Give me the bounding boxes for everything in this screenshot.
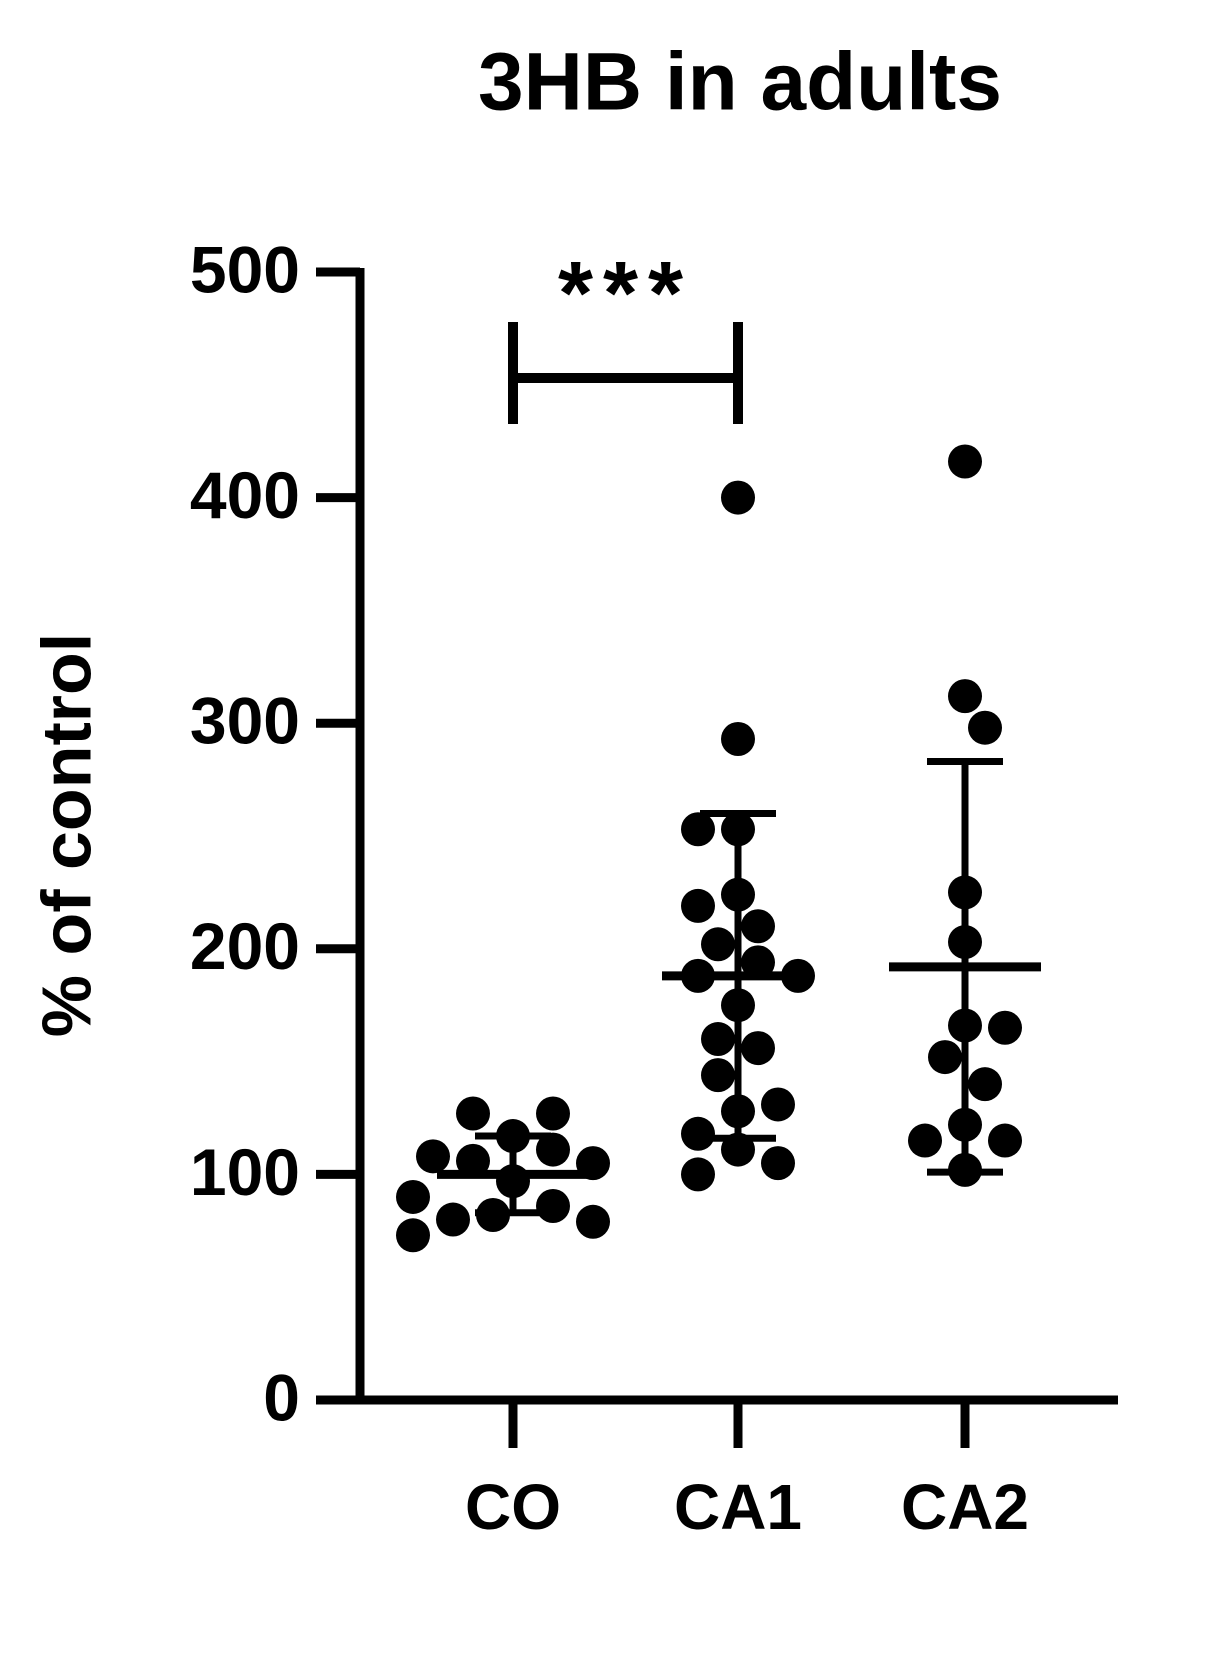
data-point (908, 1123, 942, 1158)
data-point (988, 1010, 1022, 1045)
data-point (396, 1218, 430, 1253)
y-tick-label: 500 (190, 232, 300, 306)
data-point (741, 1031, 775, 1066)
x-tick-label: CA2 (901, 1471, 1029, 1543)
data-point (968, 1067, 1002, 1102)
data-point (576, 1204, 610, 1239)
data-point (456, 1143, 490, 1178)
data-point (948, 679, 982, 714)
data-point (681, 812, 715, 847)
data-point (741, 909, 775, 944)
data-point (701, 1058, 735, 1093)
data-point (948, 444, 982, 479)
chart-title: 3HB in adults (478, 37, 1002, 128)
data-point (416, 1139, 450, 1174)
data-point (681, 1157, 715, 1192)
data-point (721, 721, 755, 756)
data-point (681, 1116, 715, 1151)
y-tick-label: 300 (190, 684, 300, 758)
data-point (536, 1096, 570, 1131)
data-point (761, 1146, 795, 1181)
data-point (681, 888, 715, 923)
data-point (536, 1132, 570, 1167)
y-tick-label: 400 (190, 458, 300, 532)
data-point (701, 1022, 735, 1057)
data-point (741, 945, 775, 980)
data-point (536, 1188, 570, 1223)
data-point (456, 1096, 490, 1131)
y-axis-label: % of control (27, 633, 105, 1037)
data-point (701, 927, 735, 962)
data-point (396, 1179, 430, 1214)
x-tick-label: CO (465, 1471, 561, 1543)
y-tick-label: 100 (190, 1135, 300, 1209)
x-tick-label: CA1 (674, 1471, 802, 1543)
data-point (761, 1087, 795, 1122)
y-tick-label: 0 (263, 1360, 300, 1434)
data-point (721, 480, 755, 515)
data-point (968, 710, 1002, 745)
data-point (988, 1123, 1022, 1158)
significance-label: *** (558, 244, 693, 344)
data-point (928, 1040, 962, 1075)
data-point (436, 1202, 470, 1237)
y-tick-label: 200 (190, 909, 300, 983)
